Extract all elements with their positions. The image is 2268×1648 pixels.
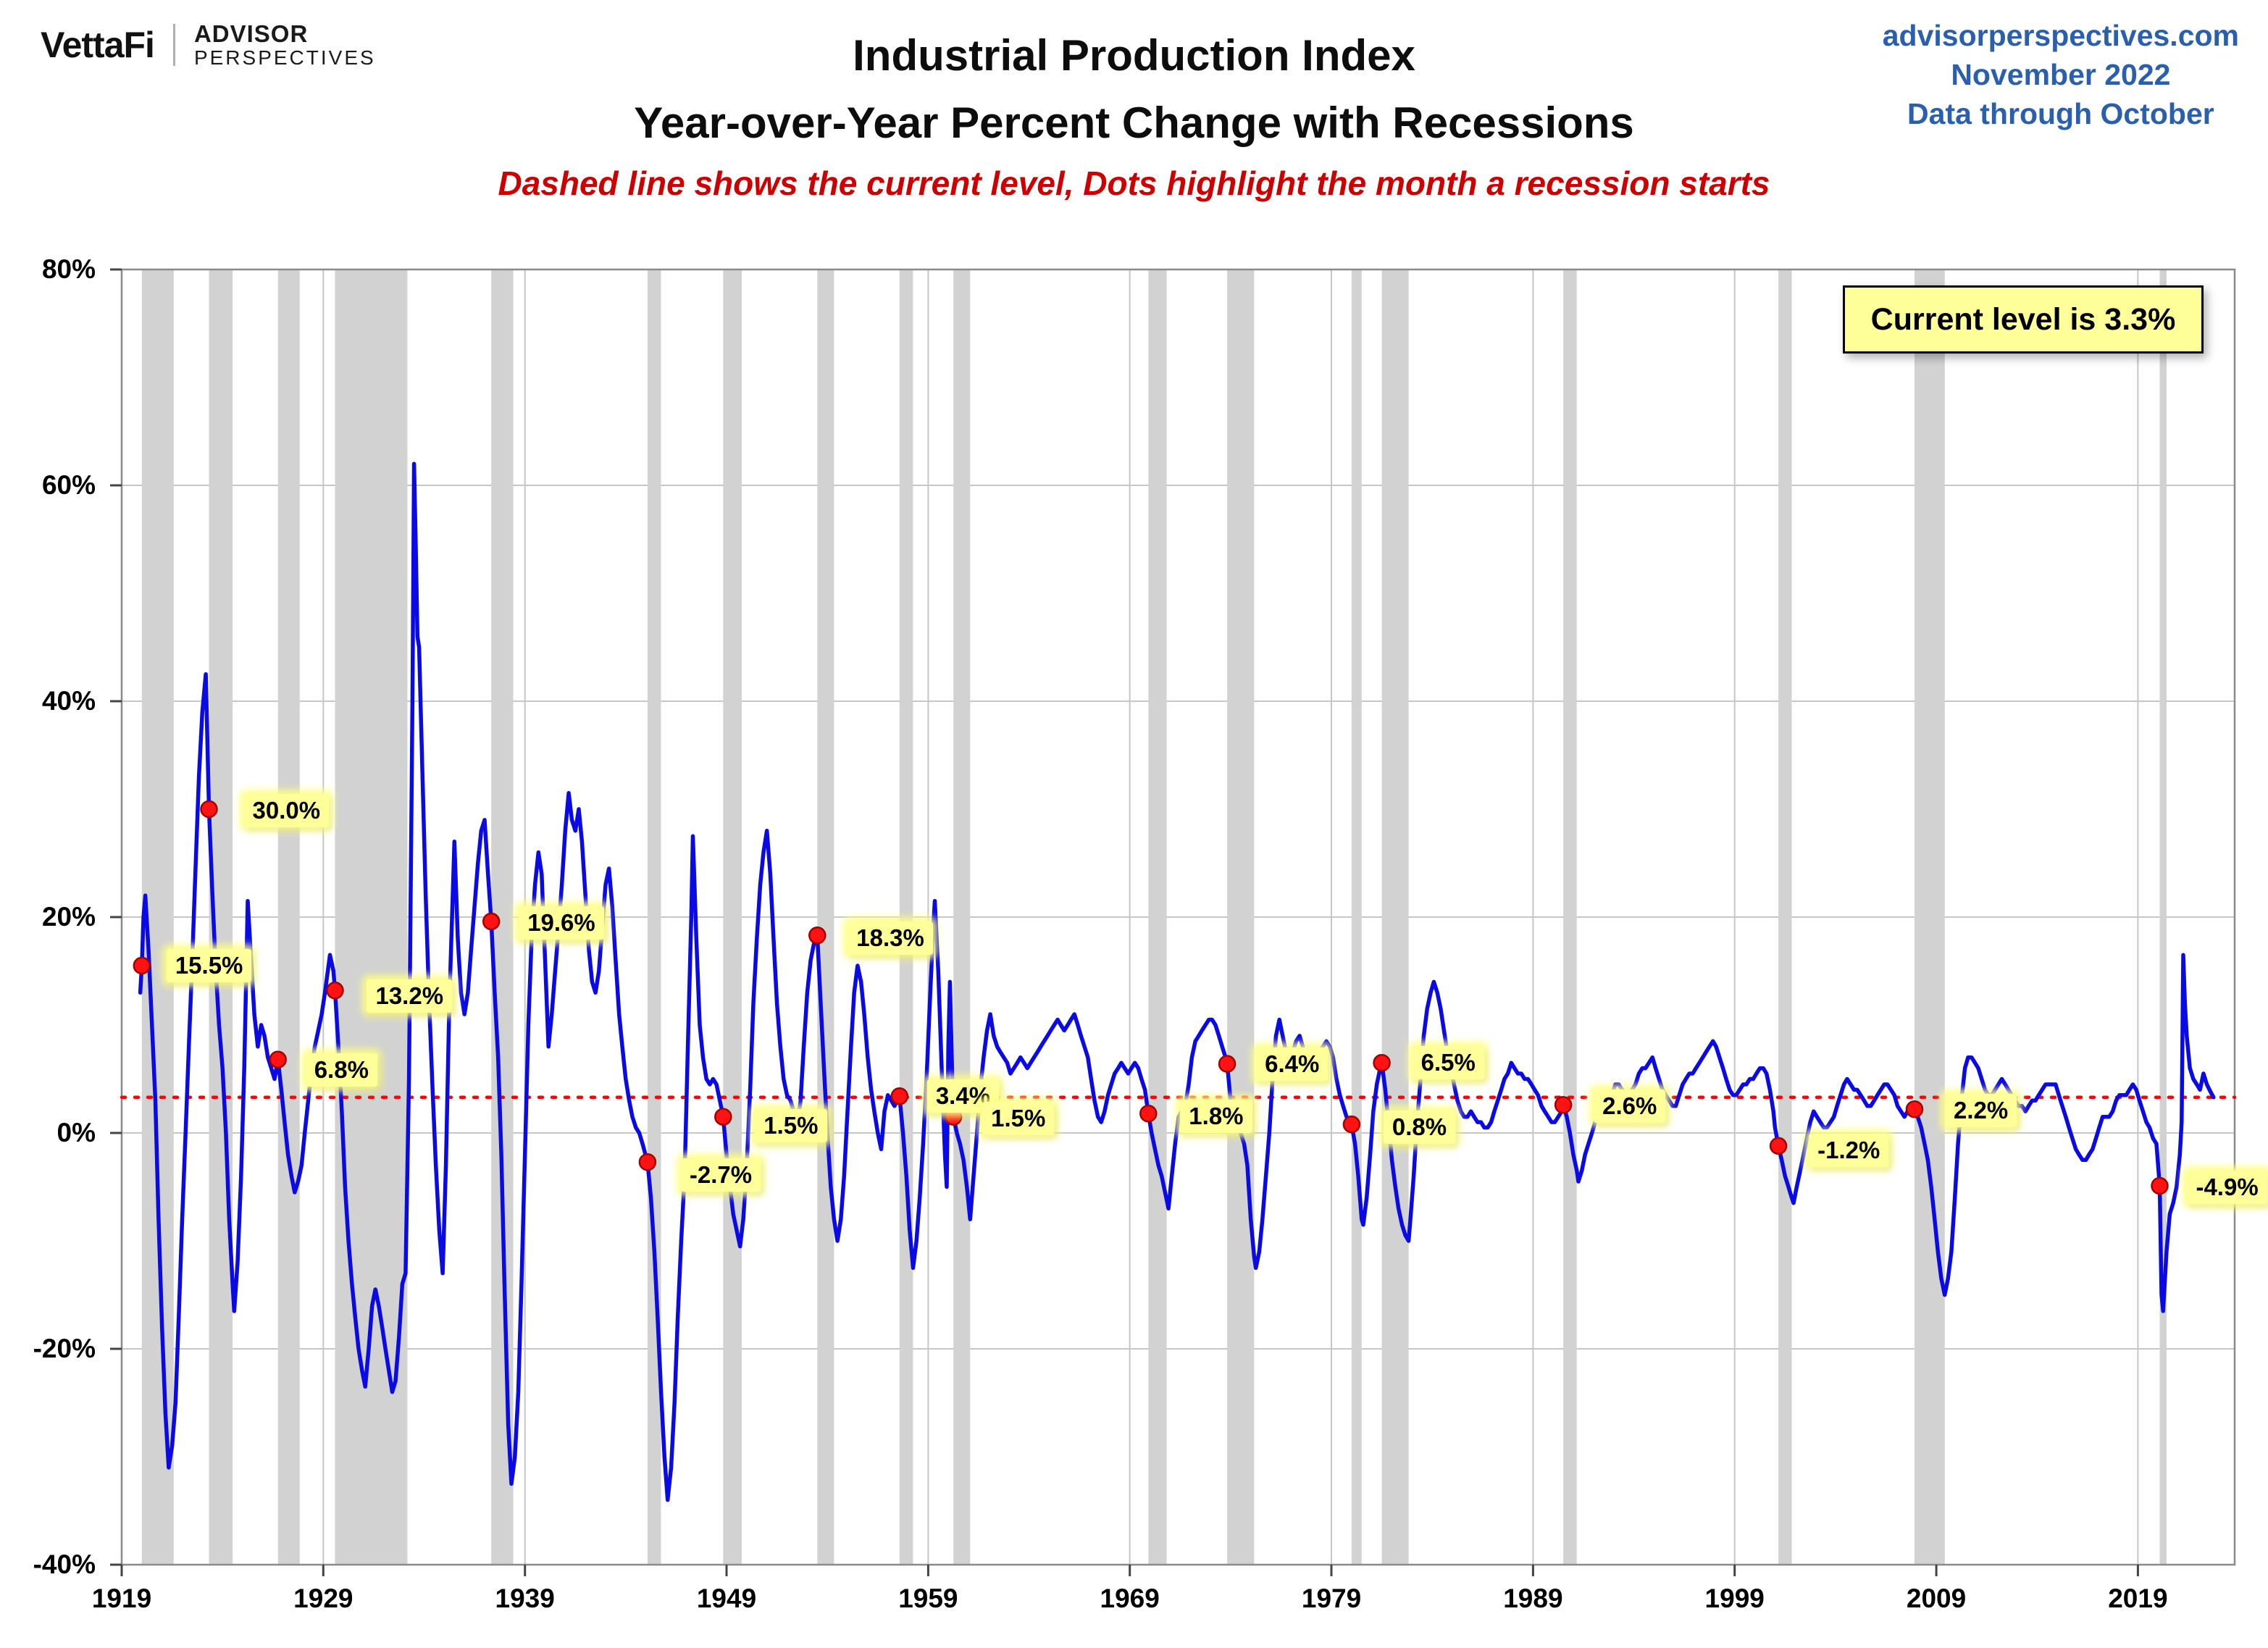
source-block: advisorperspectives.com November 2022 Da…	[1883, 16, 2239, 133]
recession-band	[1915, 269, 1945, 1565]
current-level-box: Current level is 3.3%	[1843, 285, 2204, 354]
recession-band	[2159, 269, 2167, 1565]
source-data-through: Data through October	[1907, 97, 2214, 131]
chart-title-line1: Industrial Production Index	[853, 31, 1415, 80]
recession-start-dot	[1342, 1115, 1361, 1134]
recession-band	[647, 269, 661, 1565]
source-site: advisorperspectives.com	[1882, 19, 2239, 52]
recession-start-dot	[1905, 1100, 1924, 1118]
recession-start-dot	[890, 1087, 909, 1105]
chart-titles: Industrial Production Index Year-over-Ye…	[498, 22, 1770, 203]
recession-band	[953, 269, 971, 1565]
advisor-logo-line1: ADVISOR	[193, 20, 309, 47]
recession-band	[1148, 269, 1167, 1565]
recession-start-dot	[482, 912, 501, 931]
recession-start-dot	[1554, 1096, 1573, 1114]
recession-band	[1381, 269, 1409, 1565]
chart-title-line2: Year-over-Year Percent Change with Reces…	[634, 99, 1634, 147]
source-date: November 2022	[1951, 58, 2171, 92]
recession-band	[277, 269, 300, 1565]
recession-start-dot	[133, 956, 151, 975]
chart-subtitle: Dashed line shows the current level, Dot…	[498, 164, 1770, 202]
recession-start-dot	[1218, 1055, 1236, 1073]
recession-band	[1227, 269, 1255, 1565]
recession-band	[1778, 269, 1792, 1565]
recession-start-dot	[200, 800, 218, 819]
recession-start-dot	[714, 1108, 732, 1126]
advisor-perspectives-logo: ADVISOR PERSPECTIVES	[193, 20, 376, 69]
ip-yoy-line	[138, 461, 2216, 1502]
recession-start-dot	[638, 1153, 657, 1171]
vettafi-logo: VettaFi	[41, 25, 155, 66]
recession-start-dot	[944, 1108, 963, 1126]
recession-band	[817, 269, 834, 1565]
recession-start-dot	[1769, 1137, 1788, 1155]
brand-divider	[172, 24, 175, 67]
recession-band	[899, 269, 913, 1565]
recession-start-dot	[269, 1050, 287, 1068]
recession-band	[1351, 269, 1362, 1565]
advisor-logo-line2: PERSPECTIVES	[193, 46, 376, 69]
recession-start-dot	[326, 982, 344, 1000]
brand-logos: VettaFi ADVISOR PERSPECTIVES	[41, 20, 376, 69]
recession-band	[1563, 269, 1577, 1565]
recession-start-dot	[1373, 1053, 1391, 1072]
recession-start-dot	[1139, 1104, 1158, 1123]
recession-start-dot	[2151, 1176, 2169, 1195]
recession-start-dot	[808, 927, 827, 945]
recession-band	[723, 269, 742, 1565]
recession-band	[335, 269, 408, 1565]
